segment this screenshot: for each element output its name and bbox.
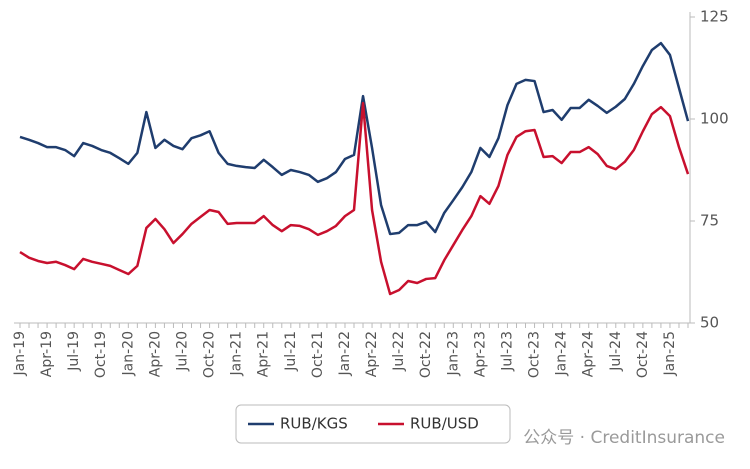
x-tick-label: Jul-20 [174,331,190,372]
x-tick-label: Jan-23 [445,331,461,376]
x-tick-label: Oct-23 [527,331,543,378]
x-tick-label: Apr-22 [364,331,380,377]
x-tick-label: Jan-20 [120,331,136,376]
legend-label: RUB/USD [410,415,479,433]
x-tick-label: Oct-19 [93,331,109,378]
x-tick-label: Apr-24 [581,331,597,377]
x-tick-label: Apr-19 [39,331,55,377]
x-tick-label: Oct-24 [635,331,651,378]
line [19,101,690,296]
y-tick-label: 75 [700,212,719,230]
x-tick-label: Jan-22 [337,331,353,376]
x-tick-label: Oct-22 [418,331,434,378]
x-tick-label: Jan-21 [229,331,245,376]
x-tick-label: Jul-24 [608,331,624,372]
x-tick-label: Jan-24 [554,331,570,377]
x-tick-label: Jul-22 [391,331,407,372]
x-tick-label: Jul-21 [283,331,299,372]
x-tick-label: Oct-21 [310,331,326,378]
legend-box [235,404,511,444]
x-tick-label: Jan-25 [662,331,678,376]
x-tick-label: Jul-19 [66,331,82,372]
x-tick-label: Apr-21 [256,331,272,377]
y-tick-label: 125 [700,8,729,26]
y-tick-label: 100 [700,110,729,128]
legend-label: RUB/KGS [280,415,348,433]
x-tick-label: Apr-20 [147,331,163,377]
x-tick-label: Jul-23 [499,331,515,372]
line [19,41,690,236]
x-tick-label: Apr-23 [472,331,488,377]
x-tick-label: Jan-19 [12,331,28,376]
x-tick-label: Oct-20 [202,331,218,378]
watermark: 公众号 · CreditInsurance [523,428,725,448]
y-tick-label: 50 [700,314,719,332]
